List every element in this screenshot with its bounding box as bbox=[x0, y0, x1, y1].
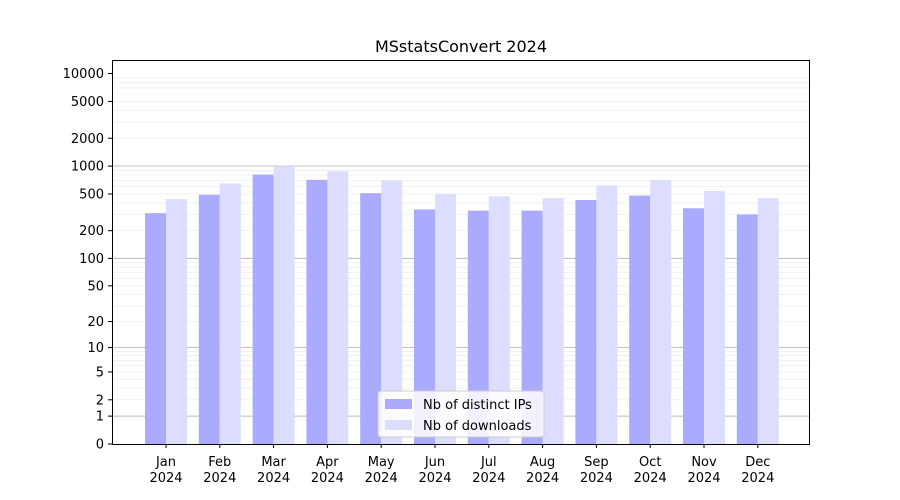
y-tick-label: 5000 bbox=[71, 95, 104, 110]
y-tick-label: 10000 bbox=[63, 67, 104, 82]
bars bbox=[145, 166, 779, 444]
x-tick-label: Sep 2024 bbox=[580, 455, 613, 486]
bar-distinct-ips bbox=[198, 194, 220, 444]
y-tick-label: 1000 bbox=[71, 160, 104, 175]
legend-box bbox=[377, 390, 545, 438]
bar-downloads bbox=[219, 183, 241, 444]
x-tick-label: Oct 2024 bbox=[634, 455, 667, 486]
bar-distinct-ips bbox=[252, 174, 274, 444]
x-tick-label: Aug 2024 bbox=[526, 455, 559, 486]
bar-distinct-ips bbox=[145, 213, 166, 444]
x-tick-label: Dec 2024 bbox=[741, 455, 774, 486]
y-tick-label: 100 bbox=[79, 252, 104, 267]
bar-distinct-ips bbox=[683, 208, 704, 444]
bar-distinct-ips bbox=[575, 200, 597, 444]
y-tick-label: 2 bbox=[96, 393, 104, 408]
bar-distinct-ips bbox=[360, 193, 382, 444]
bar-downloads bbox=[542, 198, 564, 444]
y-tick-label: 200 bbox=[79, 224, 104, 239]
legend-swatch bbox=[385, 399, 412, 409]
x-tick-label: Apr 2024 bbox=[311, 455, 344, 486]
bar-distinct-ips bbox=[414, 209, 435, 444]
x-tick-label: Mar 2024 bbox=[257, 455, 290, 486]
legend: Nb of distinct IPs Nb of downloads bbox=[377, 390, 545, 438]
bar-downloads bbox=[381, 180, 403, 444]
y-tick-label: 50 bbox=[87, 279, 104, 294]
legend-swatch bbox=[385, 420, 412, 430]
y-tick-label: 500 bbox=[79, 187, 104, 202]
y-tick-label: 1 bbox=[96, 410, 104, 425]
legend-label: Nb of distinct IPs bbox=[423, 398, 532, 413]
bar-downloads bbox=[757, 198, 779, 444]
bar-downloads bbox=[488, 196, 510, 444]
bar-downloads bbox=[166, 199, 187, 444]
bar-downloads bbox=[327, 171, 349, 444]
y-tick-label: 10 bbox=[87, 341, 104, 356]
bar-downloads bbox=[435, 193, 456, 444]
x-tick-label: Jul 2024 bbox=[472, 455, 505, 486]
y-tick-label: 5 bbox=[96, 365, 104, 380]
bar-distinct-ips bbox=[736, 214, 758, 444]
bar-downloads bbox=[596, 185, 618, 444]
x-tick-label: May 2024 bbox=[365, 455, 398, 486]
bar-downloads bbox=[273, 166, 295, 444]
bar-downloads bbox=[650, 179, 672, 444]
y-axis: 0 1 2 5 10 20 50 100 200 500 1000 2000 5000 10000 bbox=[63, 67, 112, 453]
x-axis: Jan 2024 Feb 2024 Mar 2024 Apr 2024 May 2024 Jun 20… bbox=[149, 444, 774, 486]
bar-distinct-ips bbox=[521, 210, 543, 444]
bar-distinct-ips bbox=[467, 210, 489, 444]
y-tick-label: 2000 bbox=[71, 132, 104, 147]
legend-label: Nb of downloads bbox=[423, 419, 532, 434]
bar-distinct-ips bbox=[306, 179, 328, 444]
x-tick-label: Jan 2024 bbox=[149, 455, 182, 486]
chart-title: MSstatsConvert 2024 bbox=[375, 37, 547, 56]
y-tick-label: 0 bbox=[96, 438, 104, 453]
bar-downloads bbox=[704, 190, 725, 444]
x-tick-label: Feb 2024 bbox=[203, 455, 236, 486]
y-tick-label: 20 bbox=[87, 315, 104, 330]
bar-distinct-ips bbox=[629, 195, 651, 444]
x-tick-label: Jun 2024 bbox=[418, 455, 451, 486]
x-tick-label: Nov 2024 bbox=[687, 455, 720, 486]
plot-frame bbox=[112, 60, 810, 445]
